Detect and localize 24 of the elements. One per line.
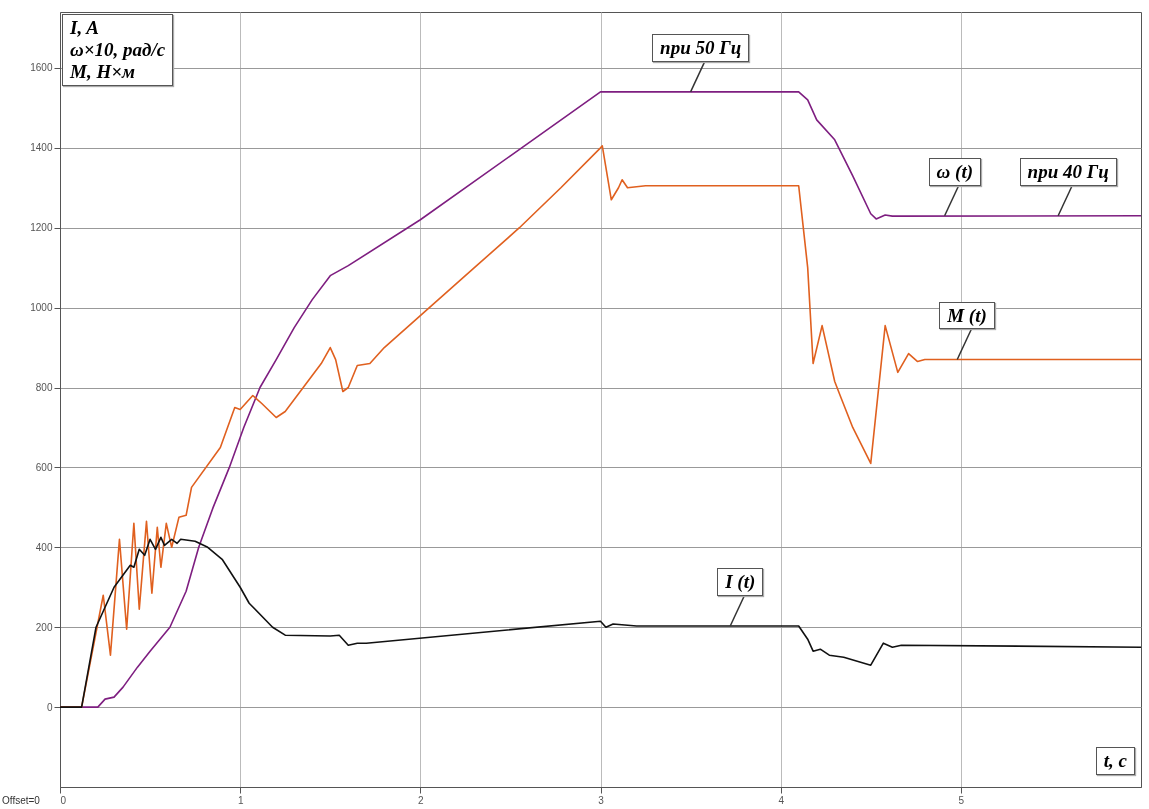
- y-tick-label: 1200: [30, 222, 53, 234]
- x-axis-title: t, c: [1095, 747, 1135, 775]
- line-series: [60, 536, 1141, 708]
- y-tick-label: 400: [35, 541, 53, 553]
- annotation: при 40 Гц: [1019, 157, 1117, 186]
- annotation: I (t): [717, 568, 764, 596]
- y-tick-label: 200: [35, 621, 53, 633]
- y-axis-title: I, A ω×10, рад/с M, Н×м: [62, 14, 174, 86]
- x-tick-label: 4: [778, 794, 785, 806]
- annotation: ω (t): [928, 157, 982, 186]
- y-tick-label: 1600: [30, 62, 53, 74]
- y-tick-label: 800: [35, 382, 53, 394]
- x-tick-label: 5: [958, 794, 965, 806]
- x-tick-label: 1: [237, 794, 244, 806]
- y-tick-label: 1000: [30, 302, 53, 314]
- x-tick-label: 0: [60, 794, 67, 806]
- x-tick-label: 2: [418, 794, 425, 806]
- annotation: при 50 Гц: [652, 33, 750, 62]
- y-tick-label: 1400: [30, 142, 53, 154]
- y-tick-label: 600: [35, 461, 53, 473]
- x-tick-label: 3: [598, 794, 605, 806]
- text: Offset=0: [2, 795, 40, 806]
- y-tick-label: 0: [46, 701, 53, 713]
- annotation: M (t): [939, 301, 995, 330]
